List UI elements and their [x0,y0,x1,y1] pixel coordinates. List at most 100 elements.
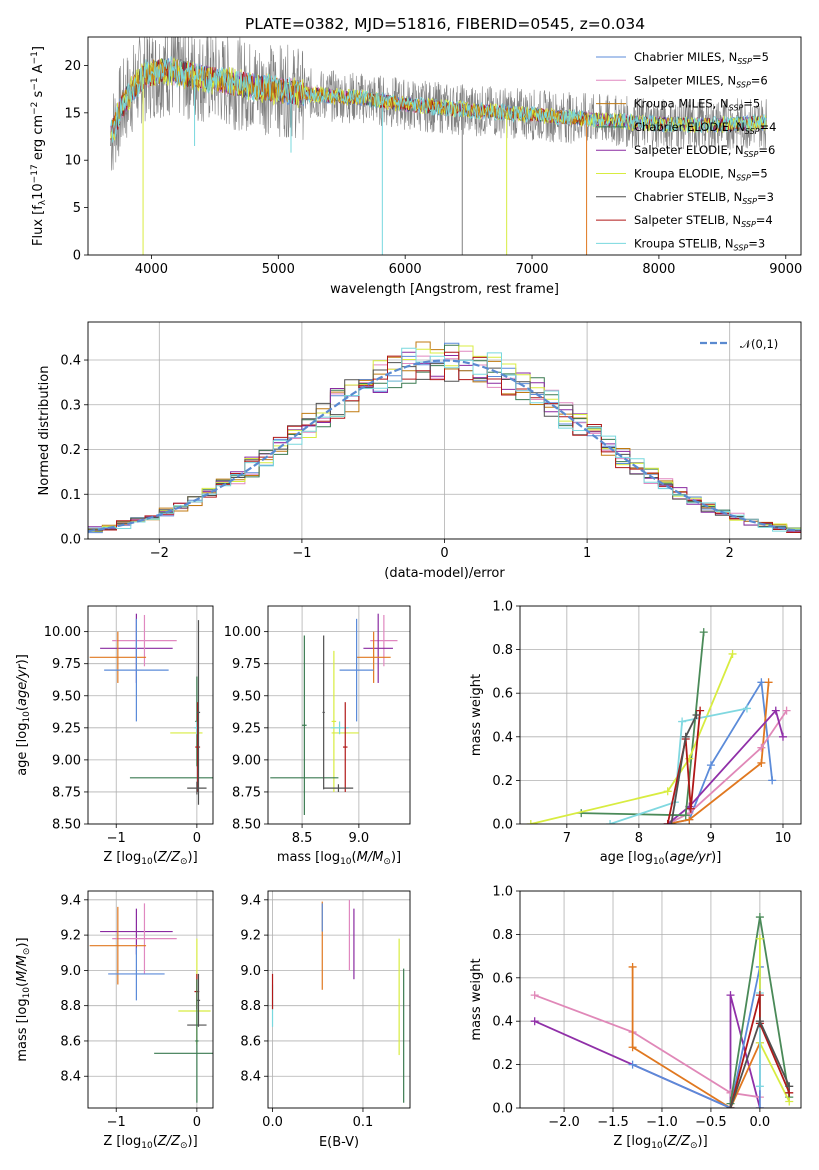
series-marker [686,804,695,813]
y-tick-label: 0.2 [492,1058,513,1073]
y-tick-label: 9.50 [52,689,81,704]
yellow_line-series-line [530,653,734,824]
label-part: 10 [653,857,665,867]
y-tick-label: 8.6 [240,1034,261,1049]
x-tick-label: 0 [193,1115,201,1130]
label-part: M/M [15,955,30,982]
legend-entry: 𝒩(0,1) [740,337,778,351]
y-tick-label: 8.50 [232,818,261,833]
y-tick-label: 9.4 [240,893,261,908]
y-tick-label: 5 [73,201,81,216]
series-marker [678,717,687,726]
y-tick-label: 0.2 [60,443,81,458]
plots-layer: 4000 5000 6000 7000 8000 900005101520waveleng… [15,36,802,1151]
series-marker [755,1104,764,1108]
x-tick-label: 0.0 [262,1115,283,1130]
series-marker [778,732,787,741]
x-axis-label: Z [log10(Z/Z⊙)] [103,1134,197,1151]
legend-suffix: =4 [760,120,777,134]
series-marker [755,1017,764,1026]
series-marker [768,776,777,785]
gaussian-reference-curve [88,359,799,533]
y-tick-label: 1.0 [492,600,513,615]
legend-sub: SSP [736,80,751,89]
legend-sub: SSP [744,150,759,159]
x-axis-label: E(B-V) [319,1135,359,1150]
x-tick-label: −1 [107,831,126,846]
y-tick-label: 9.00 [52,753,81,768]
series-marker [755,991,764,1000]
pink_line-series-line [534,994,761,1099]
label-part: ( [15,706,30,711]
x-tick-label: 9000 [769,262,802,277]
y-axis-label: Normed distribution [37,366,52,496]
label-part: ( [153,1134,158,1149]
label-part: ( [664,850,669,865]
x-tick-label: −0.5 [695,1115,727,1130]
legend-sub: SSP [742,197,757,206]
salpeter_stelib-series-line [729,994,791,1108]
y-tick-label: 1.0 [492,885,513,900]
series-marker [757,743,766,752]
label-part: ] [31,46,46,51]
label-part: )] [188,850,198,865]
legend-suffix: =5 [743,97,760,111]
series-marker [782,706,791,715]
label-part: 10 [651,1141,663,1151]
y-tick-label: 10 [64,154,81,169]
x-tick-label: 0.0 [750,1115,771,1130]
x-tick-label: 8.5 [292,831,313,846]
axes-frame [267,605,411,825]
legend-text: Chabrier STELIB, N [634,190,742,204]
legend-text: Kroupa ELODIE, N [634,167,736,181]
y-tick-label: 9.75 [52,657,81,672]
y-tick-label: 0.4 [60,354,81,369]
series-marker [628,1060,637,1069]
label-part: )] [698,1134,708,1149]
y-tick-label: 0.1 [60,488,81,503]
y-tick-label: 0.4 [492,1015,513,1030]
label-part: −17 [30,164,40,183]
legend-suffix: =5 [751,167,768,181]
y-axis-label: age [log10(age/yr)] [15,654,32,776]
series-marker [663,787,672,796]
legend-sub: SSP [734,243,749,252]
x-tick-label: 7000 [515,262,548,277]
y-tick-label: 9.0 [240,964,261,979]
y-tick-label: 0.8 [492,928,513,943]
x-tick-label: −2.0 [548,1115,580,1130]
y-tick-label: 8.75 [52,785,81,800]
mass_vs_ebv-axes: 0.0 0.1 8.4 8.6 8.8 9.0 9.2 9.4 E(B-V) [240,890,411,1150]
age_vs_mass-axes: 8.5 9.0 8.50 8.75 9.00 9.25 9.50 9.75 10.00 mass … [224,605,411,867]
legend-text: Salpeter ELODIE, N [634,143,744,157]
axes-frame [87,605,214,825]
label-part: )] [15,937,30,947]
legend-suffix: =3 [748,236,765,250]
label-part: Z/Z [157,1134,181,1149]
label-part: mass [log [277,850,340,865]
label-part: )] [711,850,721,865]
label-part: Flux [f [31,205,46,246]
x-tick-label: 9.0 [349,831,370,846]
x-axis-label: wavelength [Angstrom, rest frame] [330,282,559,297]
legend-entry: Kroupa STELIB, NSSP=3 [634,236,765,252]
x-tick-label: −1.5 [597,1115,629,1130]
x-tick-label: 1 [583,546,591,561]
label-part: −2 [30,102,40,115]
x-tick-label: 8000 [642,262,675,277]
series-marker [785,1097,794,1106]
y-tick-label: 8.8 [60,999,81,1014]
residuals-axes: −2 −1 0 1 2 0.0 0.1 0.2 0.3 0.4 (data-model)/error… [37,321,802,581]
series-marker [530,1017,539,1026]
axes-frame [87,890,214,1109]
series-marker [757,758,766,767]
y-tick-label: 0.0 [492,818,513,833]
series-marker [726,991,735,1000]
label-part: A [31,64,46,77]
legend-text: Salpeter MILES, N [634,73,736,87]
cyan_line-series-line [609,707,748,824]
y-tick-label: 8.6 [60,1034,81,1049]
y-tick-label: 0.2 [492,774,513,789]
